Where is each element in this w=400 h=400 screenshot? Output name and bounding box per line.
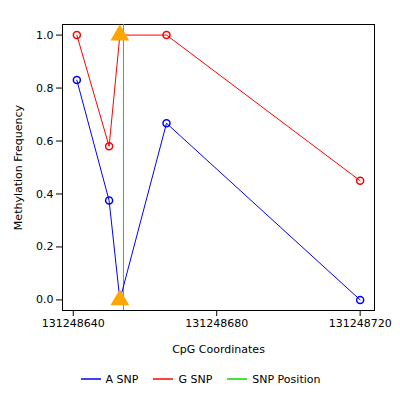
html-text:SNP Position: SNP Position: [252, 372, 321, 386]
svg-text:1.0: 1.0: [36, 29, 54, 42]
svg-text:0.6: 0.6: [36, 135, 54, 148]
svg-text:131248720: 131248720: [329, 317, 392, 330]
svg-text:0.2: 0.2: [36, 240, 54, 253]
html-text:G SNP: G SNP: [178, 372, 213, 386]
svg-text:131248680: 131248680: [185, 317, 248, 330]
svg-text:0.8: 0.8: [36, 82, 54, 95]
svg-text:131248640: 131248640: [42, 317, 105, 330]
svg-text:0.4: 0.4: [36, 188, 54, 201]
svg-text:0.0: 0.0: [36, 293, 54, 306]
svg-text:CpG Coordinates: CpG Coordinates: [172, 343, 265, 356]
html-text:A SNP: A SNP: [105, 372, 139, 386]
svg-text:Methylation Frequency: Methylation Frequency: [12, 104, 25, 230]
